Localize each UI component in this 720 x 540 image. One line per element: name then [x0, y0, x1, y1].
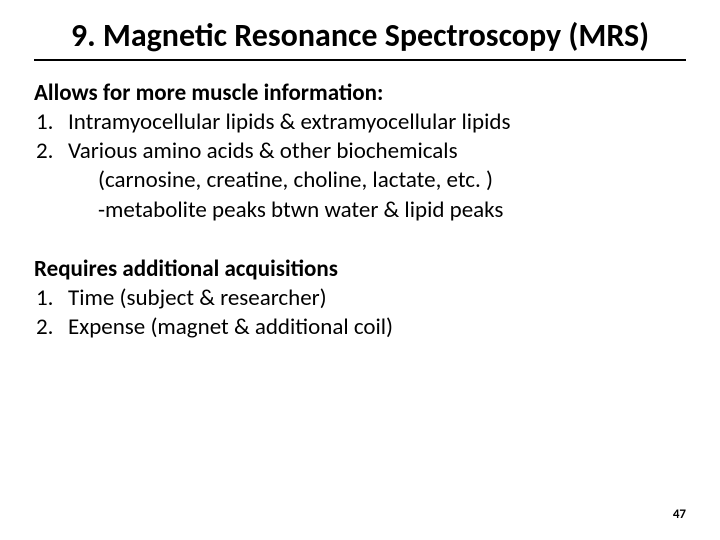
list-number: 1.: [34, 284, 68, 313]
title-container: 9. Magnetic Resonance Spectroscopy (MRS): [34, 18, 686, 61]
list-item: 2. Expense (magnet & additional coil): [34, 313, 686, 342]
section1-list: 1. Intramyocellular lipids & extramyocel…: [34, 108, 686, 167]
list-number: 2.: [34, 313, 68, 342]
list-item: 2. Various amino acids & other biochemic…: [34, 137, 686, 166]
section-allows: Allows for more muscle information: 1. I…: [34, 79, 686, 226]
list-item: 1. Time (subject & researcher): [34, 284, 686, 313]
section1-subline: (carnosine, creatine, choline, lactate, …: [34, 166, 686, 195]
slide: 9. Magnetic Resonance Spectroscopy (MRS)…: [0, 0, 720, 540]
section2-intro: Requires additional acquisitions: [34, 255, 686, 284]
section2-list: 1. Time (subject & researcher) 2. Expens…: [34, 284, 686, 343]
page-number: 47: [673, 507, 686, 522]
list-text: Intramyocellular lipids & extramyocellul…: [68, 108, 686, 137]
list-text: Expense (magnet & additional coil): [68, 313, 686, 342]
spacer: [34, 225, 686, 255]
slide-title: 9. Magnetic Resonance Spectroscopy (MRS): [34, 18, 686, 55]
section1-intro: Allows for more muscle information:: [34, 79, 686, 108]
section-requires: Requires additional acquisitions 1. Time…: [34, 255, 686, 343]
list-text: Time (subject & researcher): [68, 284, 686, 313]
list-number: 1.: [34, 108, 68, 137]
list-item: 1. Intramyocellular lipids & extramyocel…: [34, 108, 686, 137]
list-text: Various amino acids & other biochemicals: [68, 137, 686, 166]
section1-subline: -metabolite peaks btwn water & lipid pea…: [34, 196, 686, 225]
list-number: 2.: [34, 137, 68, 166]
